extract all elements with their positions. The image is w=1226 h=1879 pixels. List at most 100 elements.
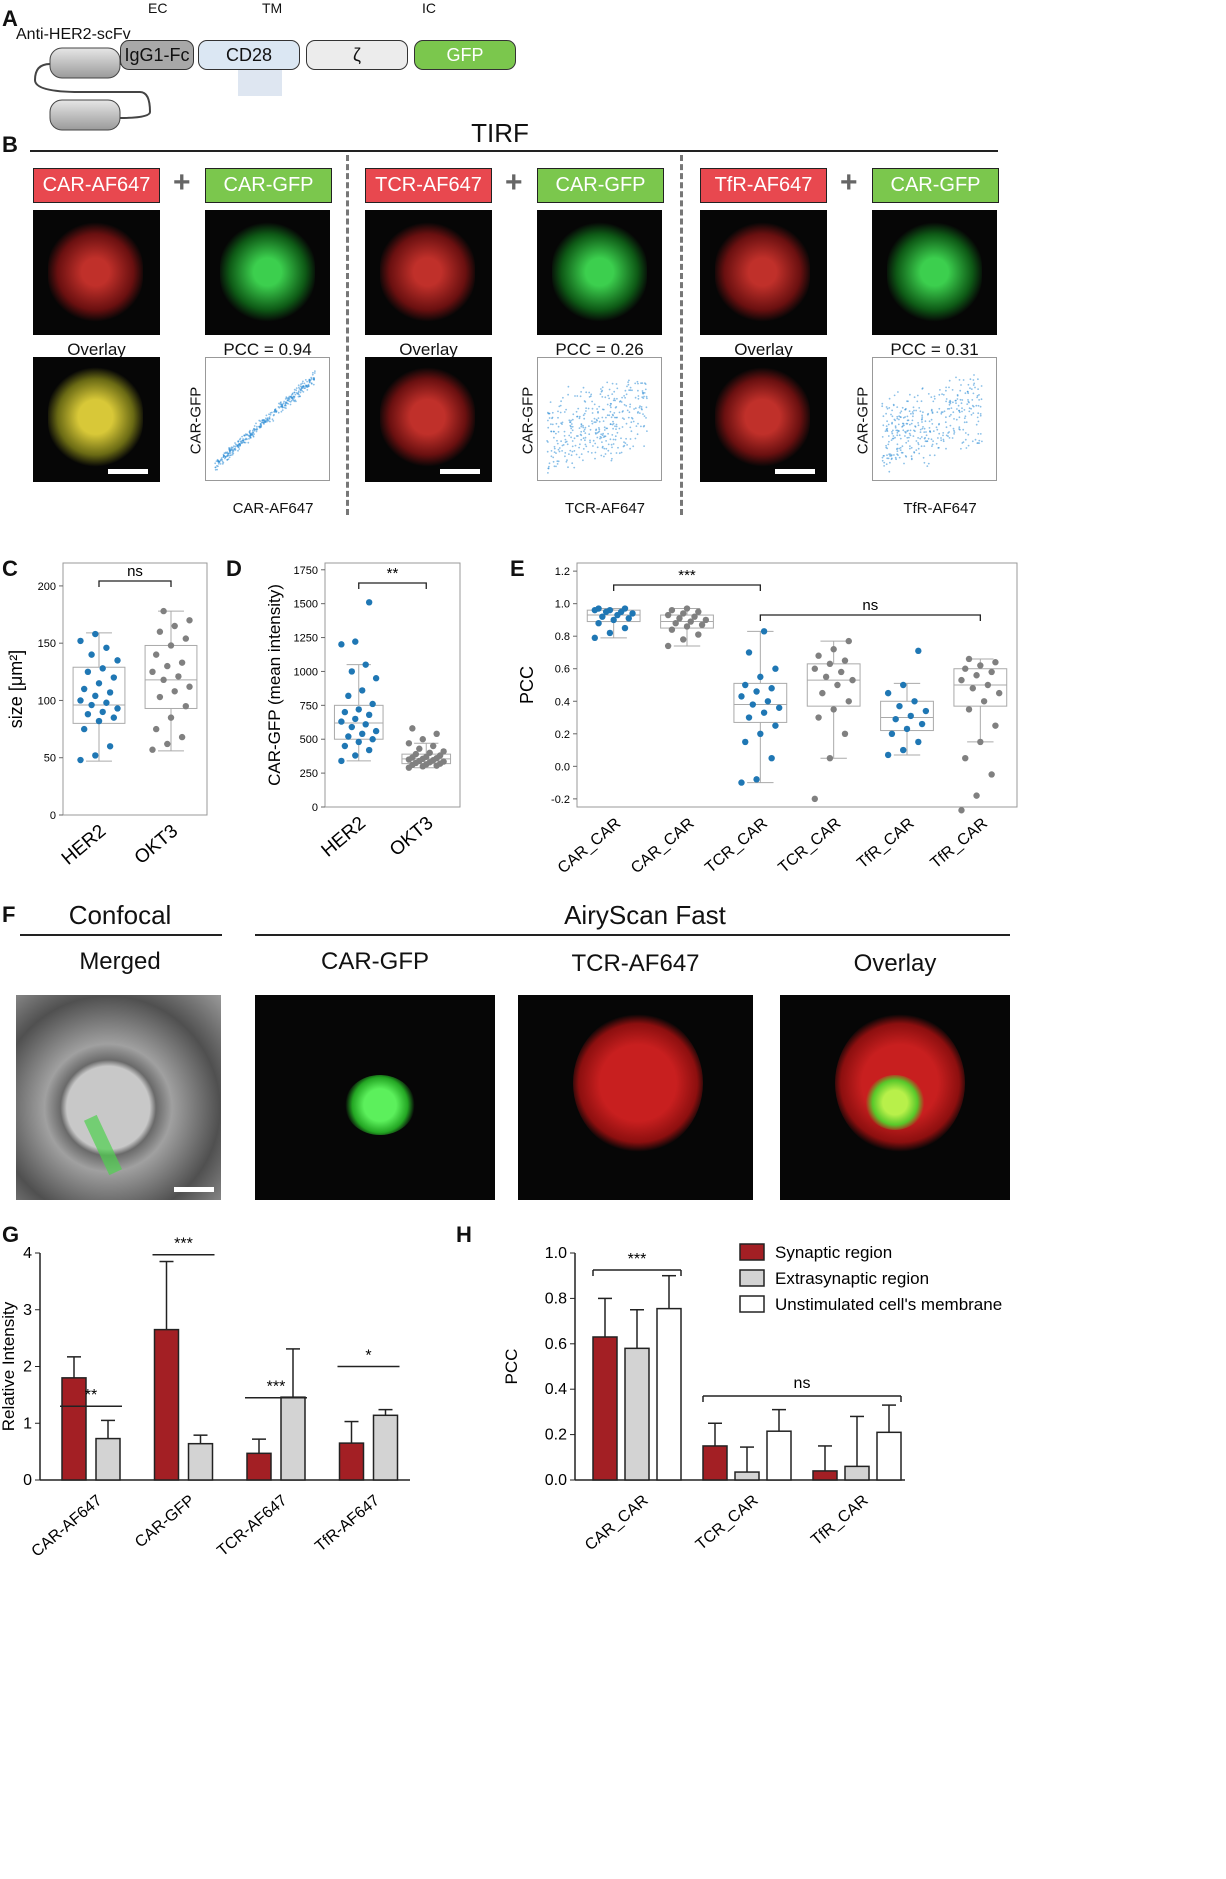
group-2-scatter-point (978, 399, 980, 401)
data-point (84, 711, 92, 718)
data-point (362, 661, 369, 668)
data-point (440, 748, 447, 755)
group-0-scatter-point (249, 432, 251, 434)
box (144, 644, 198, 709)
group-2-scatter-point (960, 447, 962, 450)
group-2-scatter-point (968, 407, 971, 410)
group-2-scatter-point (967, 433, 970, 436)
chart-h-pcc: 0.0 0.2 0.4 0.6 0.8 1.0 PCC CAR_CAR TCR_CAR TfR_C… (502, 1243, 1002, 1554)
bar (734, 1471, 760, 1481)
group-1-scatter-point (602, 408, 605, 411)
group-1-scatter-point (547, 467, 550, 470)
group-1-scatter-point (625, 393, 628, 396)
group-1-scatter-point (591, 407, 594, 410)
group-2-scatter-point (945, 434, 948, 437)
group-1-scatter-point (570, 431, 572, 434)
group-1-scatter-point (580, 425, 583, 428)
group-1-scatter-point (569, 424, 572, 427)
group-2-scatter-point (892, 435, 895, 437)
group-1-scatter-point (638, 412, 641, 414)
group-2-scatter-point (940, 439, 943, 442)
group-2-scatter-point (945, 447, 947, 450)
group-1-red-channel-label: TCR-AF647 (365, 168, 492, 203)
group-1-green-image (537, 210, 662, 335)
group-1-scatter-point (559, 404, 562, 407)
category-label: CAR-GFP (132, 1492, 198, 1551)
group-2-scatter-point (910, 422, 913, 425)
scfv-domain-2 (49, 99, 121, 131)
group-2-scatter-point (891, 409, 893, 412)
scfv-label: Anti-HER2-scFv (16, 26, 131, 43)
group-1-scatter-point (629, 426, 632, 429)
group-2-scatter-point (949, 424, 952, 427)
group-1-scatter-point (621, 426, 624, 428)
group-1-scatter-point (578, 417, 581, 420)
y-tick-label: 3 (23, 1302, 32, 1319)
group-1-scatter-point (620, 437, 622, 440)
data-point (362, 721, 369, 728)
group-2-scatter-point (888, 397, 891, 400)
group-2-scatter-point (943, 410, 946, 413)
group-0-scatter-point (242, 438, 244, 440)
group-1-scatter-point (559, 411, 562, 414)
group-2-scatter-point (892, 429, 894, 432)
group-2-scatter-point (961, 410, 963, 413)
group-2-scatter-point (902, 416, 905, 419)
group-2-scatter-point (886, 457, 889, 460)
group-1-scatter-point (576, 415, 579, 418)
y-tick-label: 1750 (294, 565, 318, 577)
group-1-scatter-point (560, 400, 562, 403)
panel-label-f: F (2, 902, 16, 927)
group-2-scatter-point (904, 431, 907, 434)
group-1-scatter-point (610, 452, 612, 455)
group-2-scatter-point (962, 428, 965, 431)
group-2-scatter-point (912, 406, 915, 409)
significance-label: *** (174, 1236, 193, 1253)
group-2-scatter-point (971, 399, 974, 401)
group-0-scatter-point (281, 409, 284, 411)
group-1-overlay-label: Overlay (399, 340, 458, 359)
group-1-scatter-point (641, 396, 644, 398)
group-1-scatter-point (641, 382, 644, 384)
category-label: TfR_CAR (808, 1492, 871, 1549)
group-1-scatter-point (643, 392, 646, 394)
group-1-scatter-point (550, 423, 552, 426)
group-2-scatter-point (895, 429, 898, 432)
group-1-scatter-point (606, 381, 609, 384)
group-0-scatter-point (269, 413, 272, 416)
group-2-scatter-point (881, 405, 884, 408)
group-2-scatter-point (907, 440, 910, 442)
group-2-scatter-point (920, 418, 923, 421)
group-1-plus: + (505, 166, 523, 199)
group-2-scatter-point (929, 454, 931, 457)
group-2-scatter-point (881, 459, 884, 462)
group-1-scatter-point (571, 418, 574, 421)
group-1-scatter-point (641, 390, 644, 392)
group-1-scatter-point (621, 411, 624, 413)
group-0-scatter-point (229, 454, 231, 457)
group-1-scatter-point (549, 401, 552, 403)
group-2-scatter-point (921, 421, 923, 423)
group-1-scatter-point (609, 404, 612, 407)
group-1-scatter-point (565, 460, 568, 463)
group-1-scatter-point (621, 396, 623, 399)
data-point (186, 617, 193, 624)
group-0-scatter-point (304, 387, 306, 390)
group-2-scatter-point (918, 452, 921, 455)
group-1-scatter-point (612, 443, 615, 445)
y-axis-label: CAR-GFP (mean intensity) (265, 584, 284, 786)
group-1-scatter-point (563, 430, 566, 433)
group-2-scatter-point (967, 383, 970, 386)
significance-bracket (613, 584, 761, 591)
data-point (676, 615, 683, 622)
group-1-scatter-point (584, 426, 587, 429)
group-1-scatter-point (640, 382, 642, 384)
group-0-scatter-point (237, 440, 240, 442)
group-0-scatter-point (233, 445, 235, 447)
group-0-scatter-point (237, 449, 239, 452)
group-1-scatter-point (593, 417, 596, 420)
group-1-scatter-point (548, 462, 551, 465)
group-1-scatter-point (561, 444, 564, 447)
group-2-scatter-point (920, 445, 923, 448)
group-0-scatter-point (216, 465, 218, 467)
